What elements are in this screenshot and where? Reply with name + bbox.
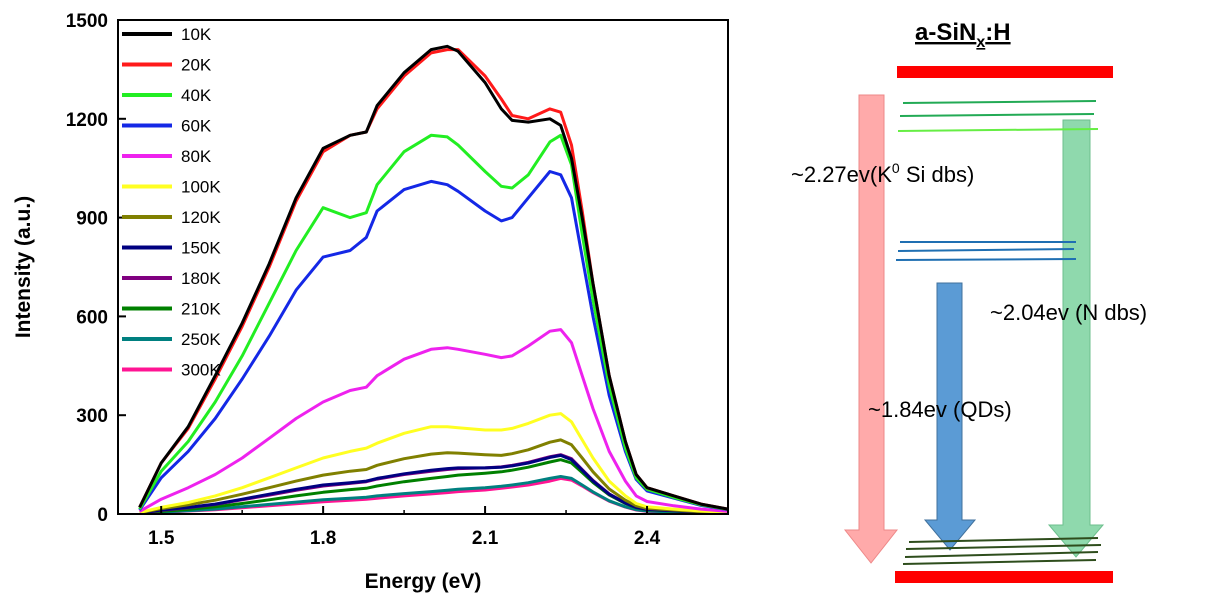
legend-label-300K: 300K — [181, 361, 221, 380]
series-line-20K — [138, 48, 729, 511]
vb-level-1 — [908, 537, 1099, 543]
qd-transition-arrow — [923, 282, 977, 551]
y-tick-label: 600 — [76, 307, 108, 328]
qd-level-3 — [895, 258, 1077, 261]
y-tick-label: 0 — [97, 505, 108, 526]
series-line-150K — [139, 453, 729, 515]
series-line-250K — [139, 475, 729, 515]
vb-level-2 — [905, 544, 1102, 550]
series-line-60K — [138, 170, 729, 512]
series-line-100K — [139, 412, 729, 514]
series-layer — [138, 44, 729, 515]
n-dbs-transition-arrow — [1047, 119, 1105, 558]
legend-label-80K: 80K — [181, 147, 212, 166]
ticks-layer: 1.5 1.8 2.1 2.4 0 300 600 900 1200 1500 — [66, 11, 661, 549]
y-tick-label: 900 — [76, 209, 108, 230]
qd-label: ~1.84ev (QDs) — [868, 397, 1012, 422]
y-tick-label: 1200 — [66, 110, 108, 131]
vb-level-4 — [902, 559, 1097, 565]
qd-level-2 — [897, 248, 1075, 252]
legend-label-180K: 180K — [181, 269, 221, 288]
legend-label-10K: 10K — [181, 25, 212, 44]
pl-spectra-chart: 1.5 1.8 2.1 2.4 0 300 600 900 1200 1500 10K 20K 40K… — [12, 11, 729, 593]
vb-level-3 — [904, 551, 1099, 558]
n-level-1 — [902, 100, 1097, 104]
x-tick-label: 2.1 — [472, 528, 499, 549]
legend-label-120K: 120K — [181, 208, 221, 227]
n-dbs-label: ~2.04ev (N dbs) — [990, 300, 1147, 325]
diagram-title: a-SiNx:H — [915, 19, 1011, 51]
legend-label-210K: 210K — [181, 300, 221, 319]
k0-transition-arrow — [843, 94, 899, 564]
n-level-2 — [899, 113, 1095, 117]
y-axis-label: Intensity (a.u.) — [12, 196, 35, 338]
series-line-40K — [138, 133, 729, 511]
x-tick-label: 1.5 — [148, 528, 175, 549]
legend-label-40K: 40K — [181, 86, 212, 105]
x-tick-label: 1.8 — [310, 528, 336, 549]
y-tick-label: 1500 — [66, 11, 108, 32]
legend-label-20K: 20K — [181, 56, 212, 75]
legend-label-250K: 250K — [181, 330, 221, 349]
k0-label: ~2.27ev(K0 Si dbs) — [791, 160, 974, 187]
n-level-3 — [897, 128, 1099, 132]
legend: 10K 20K 40K 60K 80K 100K 120K 150K 180K 210K 250K 3… — [122, 25, 221, 380]
series-line-80K — [138, 328, 729, 513]
series-line-120K — [139, 438, 729, 515]
legend-label-60K: 60K — [181, 117, 212, 136]
x-tick-label: 2.4 — [634, 528, 661, 549]
legend-label-100K: 100K — [181, 178, 221, 197]
series-line-10K — [138, 44, 729, 511]
legend-label-150K: 150K — [181, 239, 221, 258]
plot-frame — [117, 19, 729, 515]
y-tick-label: 300 — [76, 406, 108, 427]
energy-level-diagram: a-SiNx:H ~2.27ev(K0 Si dbs) ~2.04ev (N d… — [791, 19, 1147, 583]
x-axis-label: Energy (eV) — [365, 570, 482, 593]
